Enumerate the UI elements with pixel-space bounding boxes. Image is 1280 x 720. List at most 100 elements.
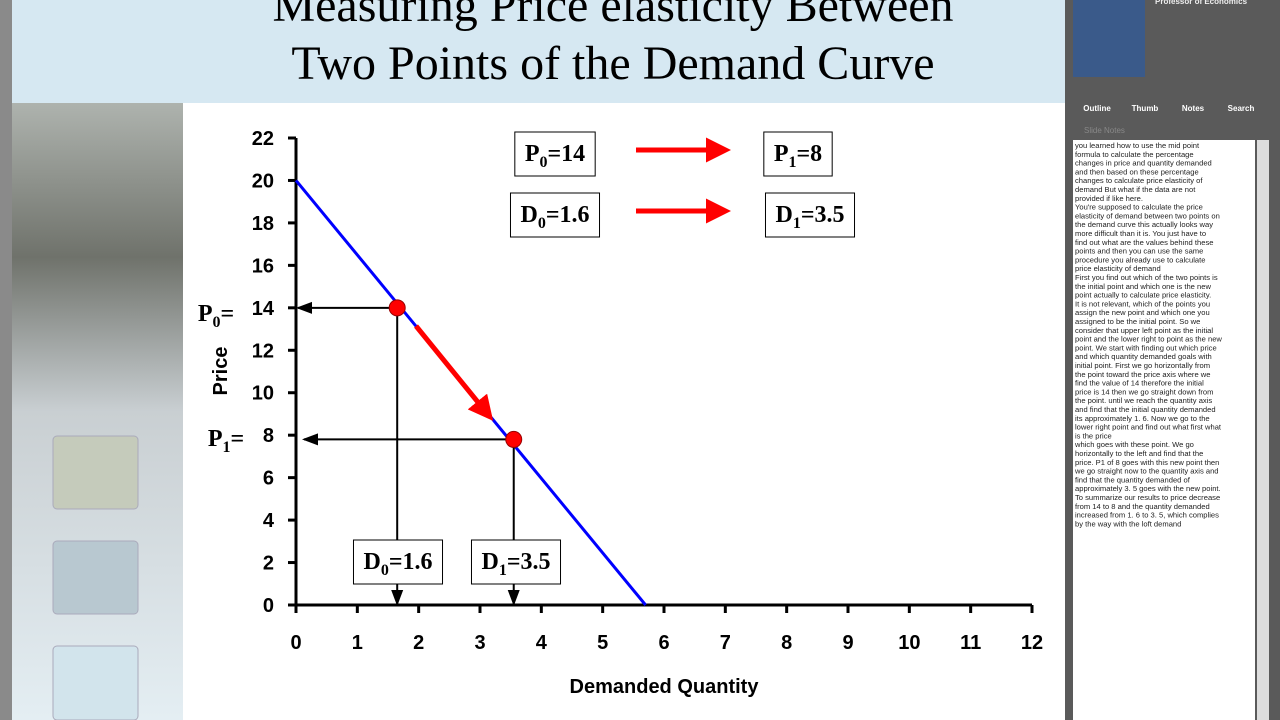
annotation-main: D [363, 549, 380, 575]
x-tick-label: 12 [1021, 632, 1043, 654]
notes-box [1073, 140, 1255, 720]
annotation-rest: =1.6 [546, 202, 590, 228]
annotation-box [763, 131, 833, 177]
note-line: points and then you can use the same [1075, 247, 1203, 256]
annotation: P1=8 [774, 141, 822, 171]
annotation-main: P [208, 426, 223, 452]
annotation-rest: =14 [547, 141, 585, 167]
annotation-sub: 1 [222, 439, 230, 456]
note-line: approximately 3. 5 goes with the new poi… [1075, 484, 1221, 493]
thumb-button[interactable] [52, 540, 139, 615]
annotation: P0= [198, 301, 234, 331]
notes-label: Slide Notes [1084, 126, 1125, 135]
move-arrow [414, 324, 494, 421]
annotation: D1=3.5 [481, 549, 550, 579]
annotation-rest: =3.5 [507, 549, 551, 575]
note-line: and then based on these percentage [1075, 167, 1199, 176]
note-line: lower right point and find out what firs… [1075, 423, 1222, 432]
y-tick-label: 6 [263, 468, 274, 490]
note-line: its approximately 1. 6. Now we go to the [1075, 414, 1210, 423]
annotation: P1= [208, 426, 244, 456]
x-tick-label: 10 [898, 632, 920, 654]
note-line: elasticity of demand between two points … [1075, 211, 1220, 220]
y-tick-label: 0 [263, 595, 274, 617]
annotation-main: P [774, 141, 789, 167]
annotation-main: D [481, 549, 498, 575]
note-line: by the way with the loft demand [1075, 519, 1181, 528]
slide-sidebar [12, 103, 183, 720]
note-line: find the value of 14 therefore the initi… [1075, 379, 1204, 388]
x-tick-label: 8 [781, 632, 792, 654]
point [505, 430, 523, 448]
note-line: consider that upper left point as the in… [1075, 326, 1213, 335]
annotation-rest: = [230, 426, 244, 452]
tab[interactable]: Thumb [1132, 104, 1159, 113]
annotation: D1=3.5 [775, 202, 844, 232]
note-line: the point toward the price axis where we [1075, 370, 1211, 379]
annotation: D0=1.6 [520, 202, 589, 232]
note-line: To summarize our results to price decrea… [1075, 493, 1220, 502]
annotation-main: P [525, 141, 540, 167]
x-axis-label: Demanded Quantity [570, 676, 760, 698]
note-line: you learned how to use the mid point [1075, 141, 1200, 150]
x-tick-label: 11 [960, 632, 981, 654]
annotation-sub: 0 [538, 215, 546, 232]
x-tick-label: 1 [352, 632, 363, 654]
note-line: price elasticity of demand [1075, 264, 1161, 273]
x-tick-label: 4 [536, 632, 548, 654]
note-line: the initial point and which one is the n… [1075, 282, 1211, 291]
tab[interactable]: Search [1228, 104, 1255, 113]
note-line: point. We start with finding out which p… [1075, 343, 1217, 352]
annotation-main: D [520, 202, 537, 228]
note-line: formula to calculate the percentage [1075, 150, 1194, 159]
x-tick-label: 0 [290, 632, 301, 654]
note-line: we go straight now to the quantity axis … [1074, 467, 1219, 476]
annotation: P0=14 [525, 141, 585, 171]
y-tick-label: 12 [252, 340, 274, 362]
annotation-rest: =3.5 [801, 202, 845, 228]
thumb-button[interactable] [52, 645, 139, 720]
presenter-role: Professor of Economics [1155, 0, 1248, 6]
y-tick-label: 18 [252, 213, 274, 235]
note-line: assigned to be the initial point. So we [1075, 317, 1200, 326]
annotation-sub: 0 [381, 562, 389, 579]
note-line: horizontally to the left and find that t… [1075, 449, 1203, 458]
chart-panel [183, 103, 1065, 720]
note-line: point and the lower right to point as th… [1075, 335, 1222, 344]
tab[interactable]: Notes [1182, 104, 1205, 113]
note-line: changes in price and quantity demanded [1075, 159, 1212, 168]
x-tick-label: 9 [842, 632, 853, 654]
annotation-sub: 0 [539, 154, 547, 171]
thumb-button[interactable] [52, 435, 139, 510]
note-line: the demand curve this actually looks way [1075, 220, 1213, 229]
note-line: procedure you already use to calculate [1075, 255, 1205, 264]
note-line: price is 14 then we go straight down fro… [1075, 387, 1213, 396]
presenter-photo [1073, 0, 1145, 77]
annotation-main: D [775, 202, 792, 228]
note-line: First you find out which of the two poin… [1075, 273, 1218, 282]
annotation-box [514, 131, 596, 177]
x-tick-label: 6 [658, 632, 669, 654]
note-line: find that the quantity demanded of [1075, 475, 1191, 484]
note-line: It is not relevant, which of the points … [1075, 299, 1210, 308]
annotation-rest: =8 [796, 141, 822, 167]
tab[interactable]: Outline [1083, 104, 1111, 113]
y-tick-label: 4 [263, 510, 275, 532]
note-line: You're supposed to calculate the price [1075, 203, 1203, 212]
note-line: assign the new point and which one you [1075, 308, 1210, 317]
y-tick-label: 14 [252, 298, 275, 320]
point [388, 299, 406, 317]
y-tick-label: 16 [252, 255, 274, 277]
note-line: initial point. First we go horizontally … [1075, 361, 1210, 370]
note-line: is the price [1075, 431, 1112, 440]
x-tick-label: 5 [597, 632, 608, 654]
note-line: the point. until we reach the quantity a… [1075, 396, 1212, 405]
annotation-box [470, 539, 562, 585]
note-line: from 14 to 8 and the quantity demanded [1075, 502, 1210, 511]
x-tick-label: 7 [720, 632, 731, 654]
note-line: more difficult than it is. You just have… [1075, 229, 1206, 238]
y-axis-label: Price [210, 347, 232, 396]
annotation-rest: = [220, 301, 234, 327]
scrollbar[interactable] [1257, 140, 1269, 720]
